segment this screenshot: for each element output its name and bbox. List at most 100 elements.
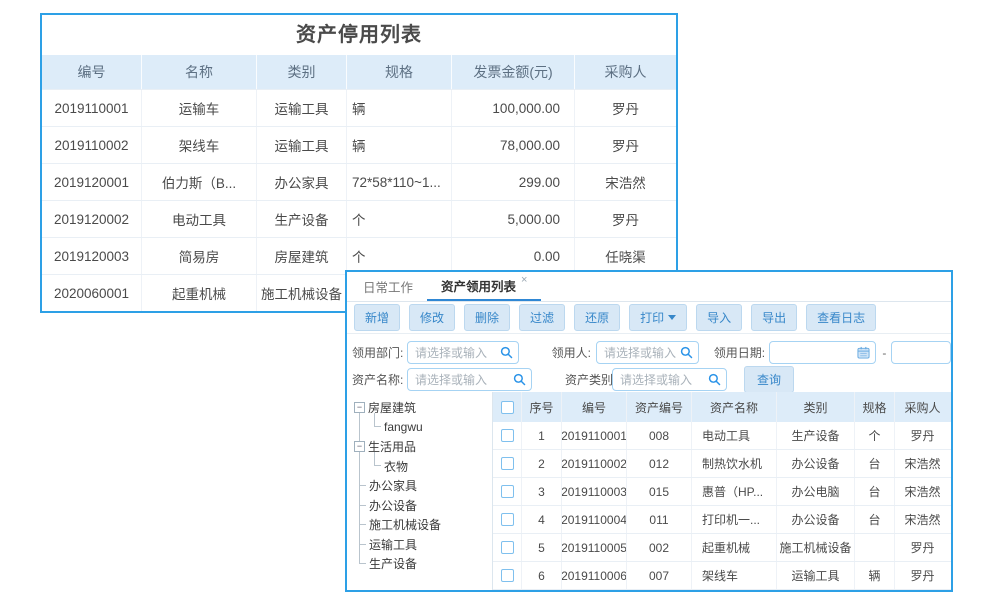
table-row[interactable]: 2019120002 电动工具 生产设备个 5,000.00 罗丹: [42, 200, 676, 237]
cell-link[interactable]: 2019110005: [562, 534, 627, 561]
row-checkbox[interactable]: [500, 457, 514, 470]
cell-link[interactable]: 2019110004: [562, 506, 627, 533]
dept-filter-input-field[interactable]: [408, 342, 518, 363]
tree-node[interactable]: 施工机械设备: [347, 515, 492, 535]
table-row[interactable]: 6 2019110006 007 架线车 运输工具辆 罗丹: [493, 562, 951, 590]
table-row[interactable]: 2 2019110002 012 制热饮水机 办公设备台宋浩然: [493, 450, 951, 478]
toolbar-restore-button[interactable]: 还原: [574, 304, 621, 331]
row-checkbox[interactable]: [500, 400, 514, 414]
asset-cat-filter-input-field[interactable]: [613, 369, 726, 390]
toolbar-view-log-button[interactable]: 查看日志: [806, 304, 877, 331]
tab-daily-work[interactable]: 日常工作: [349, 272, 427, 301]
cell-link[interactable]: 2019110001: [562, 422, 627, 449]
tree-node[interactable]: 办公家具: [347, 476, 492, 496]
cell-link[interactable]: 宋浩然: [904, 457, 941, 471]
cell-link[interactable]: 015: [627, 478, 692, 505]
search-icon[interactable]: [513, 373, 526, 386]
cell-link[interactable]: 2019110002: [42, 127, 142, 163]
cell-link[interactable]: 起重机械: [142, 275, 257, 311]
date-start-input[interactable]: [768, 341, 876, 364]
table-row[interactable]: 2019110001 运输车 运输工具辆 100,000.00 罗丹: [42, 89, 676, 126]
row-checkbox[interactable]: [500, 569, 514, 582]
row-checkbox[interactable]: [500, 513, 514, 526]
cell-link[interactable]: 打印机一...: [692, 506, 777, 533]
cell-link[interactable]: 架线车: [692, 562, 777, 589]
cell-link[interactable]: 惠普（HP...: [692, 478, 777, 505]
cell-link[interactable]: 007: [627, 562, 692, 589]
cell-link[interactable]: 012: [627, 450, 692, 477]
cell-link[interactable]: 2019120003: [42, 238, 142, 274]
user-filter-input[interactable]: [595, 341, 699, 364]
cell-link[interactable]: 简易房: [142, 238, 257, 274]
toolbar-add-button[interactable]: 新增: [354, 304, 401, 331]
cell-link[interactable]: 罗丹: [612, 139, 639, 154]
toolbar-export-button[interactable]: 导出: [751, 304, 798, 331]
cell-link[interactable]: 2019110003: [562, 478, 627, 505]
cell-link[interactable]: 宋浩然: [904, 513, 941, 527]
query-button[interactable]: 查询: [744, 366, 795, 393]
tree-node[interactable]: 运输工具: [347, 535, 492, 555]
cell-link[interactable]: 运输车: [142, 90, 257, 126]
row-checkbox[interactable]: [500, 485, 514, 498]
date-end-input[interactable]: [890, 341, 951, 364]
toolbar-filter-button[interactable]: 过滤: [519, 304, 566, 331]
tree-node[interactable]: 生产设备: [347, 554, 492, 574]
cell-link[interactable]: 电动工具: [692, 422, 777, 449]
cell-link[interactable]: 伯力斯（B...: [142, 164, 257, 200]
asset-cat-filter-input[interactable]: [612, 368, 727, 391]
cell-link[interactable]: 起重机械: [692, 534, 777, 561]
search-icon[interactable]: [680, 346, 693, 359]
cell-link[interactable]: 2020060001: [42, 275, 142, 311]
close-tab-icon[interactable]: ×: [521, 273, 528, 286]
search-icon[interactable]: [708, 373, 721, 386]
tree-child-node[interactable]: fangwu: [347, 413, 492, 438]
table-row[interactable]: 5 2019110005 002 起重机械 施工机械设备 罗丹: [493, 534, 951, 562]
toolbar-edit-button[interactable]: 修改: [409, 304, 456, 331]
cell-link[interactable]: 宋浩然: [904, 485, 941, 499]
table-row[interactable]: 1 2019110001 008 电动工具 生产设备个 罗丹: [493, 422, 951, 450]
tree-child-node[interactable]: 衣物: [347, 452, 492, 477]
date-end-input-field[interactable]: [891, 342, 950, 363]
cell-link[interactable]: 011: [627, 506, 692, 533]
date-start-input-field[interactable]: [769, 342, 875, 363]
cell-link[interactable]: 002: [627, 534, 692, 561]
cell-link[interactable]: 架线车: [142, 127, 257, 163]
cell-link[interactable]: 宋浩然: [605, 176, 646, 191]
calendar-icon[interactable]: [857, 346, 870, 359]
cell-link[interactable]: 罗丹: [910, 569, 935, 583]
cell-link[interactable]: 008: [627, 422, 692, 449]
tree-node[interactable]: − 房屋建筑: [347, 398, 492, 418]
table-row[interactable]: 2019120001 伯力斯（B... 办公家具 72*58*110~1... 299.…: [42, 163, 676, 200]
toolbar-print-button[interactable]: 打印: [629, 304, 688, 331]
toolbar-import-button[interactable]: 导入: [696, 304, 743, 331]
cell-link[interactable]: 2019110006: [562, 562, 627, 589]
cell-link[interactable]: 罗丹: [612, 102, 639, 117]
asset-name-filter-input[interactable]: [407, 368, 532, 391]
collapse-icon[interactable]: −: [354, 441, 365, 453]
dept-filter-input[interactable]: [407, 341, 519, 364]
table-row[interactable]: 4 2019110004 011 打印机一... 办公设备台宋浩然: [493, 506, 951, 534]
cell-link[interactable]: 2019110001: [42, 90, 142, 126]
cell-link[interactable]: 2019110002: [562, 450, 627, 477]
cell-link[interactable]: 罗丹: [612, 213, 639, 228]
cell-link[interactable]: 任晓渠: [605, 250, 646, 265]
tree-node[interactable]: − 生活用品: [347, 437, 492, 457]
row-checkbox[interactable]: [500, 429, 514, 442]
user-filter-input-field[interactable]: [596, 342, 698, 363]
cell-link[interactable]: 制热饮水机: [692, 450, 777, 477]
cell-link[interactable]: 罗丹: [910, 429, 935, 443]
table-row[interactable]: 2019120003 简易房 房屋建筑个 0.00 任晓渠: [42, 237, 676, 274]
cell-link[interactable]: 2019120002: [42, 201, 142, 237]
tree-node[interactable]: 办公设备: [347, 496, 492, 516]
tab-requisition-list[interactable]: 资产领用列表 ×: [427, 272, 542, 301]
table-row[interactable]: 2019110002 架线车 运输工具辆 78,000.00 罗丹: [42, 126, 676, 163]
cell-link[interactable]: 电动工具: [142, 201, 257, 237]
cell-link[interactable]: 罗丹: [910, 541, 935, 555]
row-checkbox[interactable]: [500, 541, 514, 554]
collapse-icon[interactable]: −: [354, 402, 365, 414]
search-icon[interactable]: [500, 346, 513, 359]
asset-name-filter-input-field[interactable]: [408, 369, 531, 390]
cell-link[interactable]: 2019120001: [42, 164, 142, 200]
table-row[interactable]: 3 2019110003 015 惠普（HP... 办公电脑台宋浩然: [493, 478, 951, 506]
toolbar-delete-button[interactable]: 删除: [464, 304, 511, 331]
